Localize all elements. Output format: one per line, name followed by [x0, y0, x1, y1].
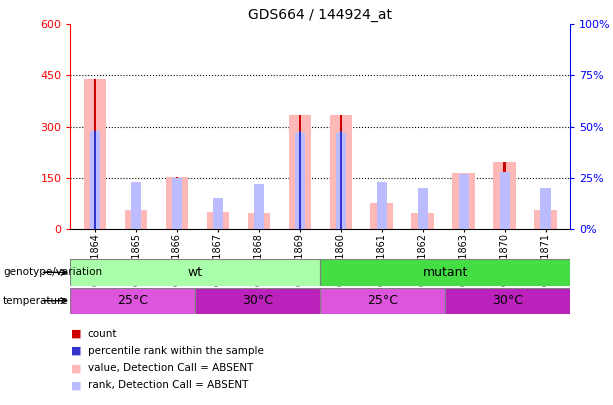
Bar — [493, 162, 516, 229]
Bar — [94, 79, 96, 229]
Bar — [541, 188, 550, 229]
Text: temperature: temperature — [3, 296, 69, 305]
Text: ■: ■ — [70, 329, 81, 339]
Bar — [500, 172, 509, 229]
Text: wt: wt — [188, 266, 203, 279]
Bar — [503, 162, 506, 229]
Bar — [125, 210, 147, 229]
Bar — [254, 184, 264, 229]
Bar — [94, 131, 96, 229]
Bar — [336, 133, 346, 229]
Bar — [422, 213, 424, 229]
Bar — [330, 115, 352, 229]
Bar — [90, 131, 100, 229]
Text: 25°C: 25°C — [367, 294, 398, 307]
Bar — [445, 288, 570, 314]
Bar — [135, 208, 137, 229]
Bar — [70, 259, 320, 286]
Text: ■: ■ — [70, 346, 81, 356]
Bar — [376, 182, 387, 229]
Bar — [295, 133, 305, 229]
Bar — [299, 131, 301, 229]
Bar — [452, 173, 475, 229]
Bar — [381, 203, 383, 229]
Text: 25°C: 25°C — [118, 294, 148, 307]
Bar — [248, 213, 270, 229]
Bar — [216, 212, 219, 229]
Bar — [196, 288, 320, 314]
Bar — [166, 177, 188, 229]
Bar — [172, 178, 182, 229]
Bar — [213, 198, 223, 229]
Text: 30°C: 30°C — [242, 294, 273, 307]
Text: ■: ■ — [70, 380, 81, 390]
Bar — [417, 188, 428, 229]
Bar — [462, 212, 465, 229]
Bar — [320, 259, 570, 286]
Text: value, Detection Call = ABSENT: value, Detection Call = ABSENT — [88, 363, 253, 373]
Bar — [544, 210, 547, 229]
Bar — [176, 177, 178, 229]
Bar — [70, 288, 196, 314]
Bar — [411, 213, 434, 229]
Bar — [84, 79, 106, 229]
Bar — [370, 203, 393, 229]
Bar — [131, 182, 141, 229]
Text: percentile rank within the sample: percentile rank within the sample — [88, 346, 264, 356]
Text: mutant: mutant — [422, 266, 468, 279]
Bar — [299, 115, 301, 229]
Bar — [257, 213, 260, 229]
Bar — [459, 174, 469, 229]
Bar — [207, 212, 229, 229]
Bar — [535, 210, 557, 229]
Bar — [289, 115, 311, 229]
Text: 30°C: 30°C — [492, 294, 523, 307]
Text: rank, Detection Call = ABSENT: rank, Detection Call = ABSENT — [88, 380, 248, 390]
Bar — [320, 288, 445, 314]
Bar — [340, 115, 342, 229]
Text: genotype/variation: genotype/variation — [3, 267, 102, 277]
Title: GDS664 / 144924_at: GDS664 / 144924_at — [248, 8, 392, 22]
Text: count: count — [88, 329, 117, 339]
Bar — [340, 131, 342, 229]
Text: ■: ■ — [70, 363, 81, 373]
